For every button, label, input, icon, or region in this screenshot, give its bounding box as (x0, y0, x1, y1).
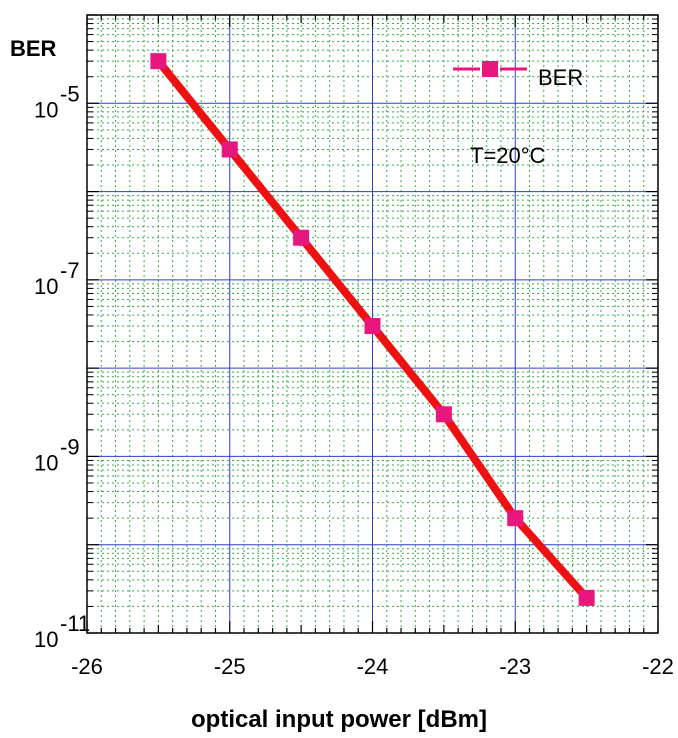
series-layer (150, 53, 595, 606)
axis-frame (86, 14, 659, 634)
y-tick-label-base: 10 (34, 97, 58, 122)
y-tick-label-exponent: -9 (60, 434, 80, 459)
data-point-marker (150, 53, 167, 70)
y-tick-label-base: 10 (34, 450, 58, 475)
y-tick-labels: 10-510-710-910-11 (34, 81, 90, 652)
data-point-marker (435, 406, 452, 423)
data-point-marker (221, 141, 238, 158)
x-tick-label: -22 (642, 654, 674, 679)
x-tick-labels: -26 -25 -24 -23 -22 (71, 654, 674, 679)
plot-background (87, 15, 678, 633)
legend-marker (482, 61, 498, 77)
x-tick-label: -23 (499, 654, 531, 679)
temperature-annotation: T=20°C (470, 143, 546, 168)
y-tick-label-base: 10 (34, 274, 58, 299)
legend: BER (453, 61, 583, 90)
data-point-marker (578, 589, 595, 606)
data-point-marker (507, 510, 524, 527)
minor-grid (87, 15, 658, 633)
data-point-marker (364, 318, 381, 335)
x-tick-label: -26 (71, 654, 103, 679)
legend-label: BER (538, 65, 583, 90)
x-axis-label: optical input power [dBm] (191, 706, 487, 733)
y-tick-label-exponent: -11 (60, 611, 90, 636)
x-tick-label: -24 (357, 654, 389, 679)
y-tick-label-exponent: -5 (60, 81, 80, 106)
y-tick-label-base: 10 (34, 627, 58, 652)
x-tick-label: -25 (214, 654, 246, 679)
y-tick-label-exponent: -7 (60, 258, 80, 283)
data-point-marker (293, 229, 310, 246)
y-axis-label: BER (10, 36, 57, 61)
